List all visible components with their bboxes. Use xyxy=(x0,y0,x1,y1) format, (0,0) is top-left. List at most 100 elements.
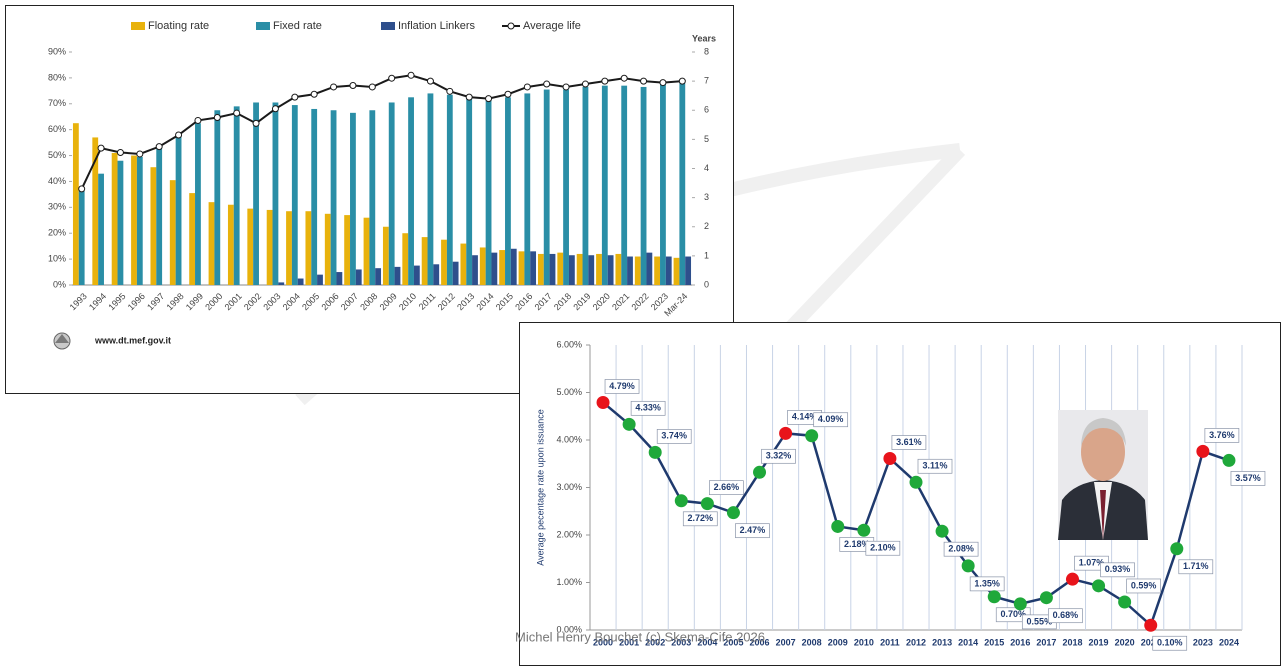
x-tick-label: 2021 xyxy=(1141,637,1161,647)
bar xyxy=(472,255,478,285)
bar xyxy=(491,252,498,285)
bar xyxy=(588,255,595,285)
y-tick-label: 0% xyxy=(53,279,66,289)
data-label-box xyxy=(891,435,927,450)
line-marker xyxy=(233,109,241,117)
data-label: 0.10% xyxy=(1157,638,1183,648)
bar xyxy=(272,102,279,285)
point xyxy=(1222,453,1236,467)
data-label-box xyxy=(630,400,666,416)
data-label: 3.32% xyxy=(766,451,792,461)
bar xyxy=(278,282,285,285)
bar xyxy=(549,253,556,285)
line-marker xyxy=(310,90,318,98)
data-label: 3.57% xyxy=(1235,473,1261,483)
chart-2: 0.00% 1.00% 2.00% 3.00% 4.00% 5.00% 6.00% Avera… xyxy=(535,339,1266,651)
line-marker xyxy=(562,83,570,91)
bar xyxy=(557,252,564,285)
y2-tick-label: 8 xyxy=(704,46,709,56)
x-tick-label: 2002 xyxy=(645,637,665,647)
data-label-box xyxy=(1204,428,1240,443)
line-marker xyxy=(465,93,473,101)
data-label: 4.14% xyxy=(792,412,818,422)
data-label: 2.18% xyxy=(844,539,870,549)
bar xyxy=(627,256,633,285)
bar xyxy=(537,253,544,285)
data-label: 3.11% xyxy=(922,461,947,471)
x-tick-label: 2012 xyxy=(906,637,926,647)
data-label: 2.10% xyxy=(870,543,896,553)
x-tick-label: 2008 xyxy=(802,637,822,647)
point xyxy=(622,417,636,431)
bar xyxy=(324,213,331,285)
x-tick-label: 2004 xyxy=(697,637,717,647)
data-label-box xyxy=(682,511,718,527)
line-marker xyxy=(601,77,609,85)
line-marker xyxy=(97,144,105,152)
data-label: 3.76% xyxy=(1209,430,1235,440)
legend-swatch xyxy=(256,22,270,30)
data-label: 4.09% xyxy=(818,414,844,424)
point xyxy=(987,590,1001,604)
legend-label: Average life xyxy=(523,20,581,32)
x-tick-label: 2001 xyxy=(619,637,639,647)
bar xyxy=(421,237,428,285)
photo-tie xyxy=(1100,490,1106,540)
data-label: 0.59% xyxy=(1131,580,1157,590)
y-axis-title: Average pecentage rate upon issuance xyxy=(535,409,545,565)
bar xyxy=(524,93,531,285)
y-tick-label: 60% xyxy=(48,124,66,134)
y2-tick-label: 4 xyxy=(704,163,709,173)
x-tick-label: 2003 xyxy=(671,637,691,647)
bar xyxy=(673,257,680,285)
y2-tick-label: 3 xyxy=(704,192,709,202)
point xyxy=(1144,618,1158,632)
line-marker xyxy=(388,74,396,82)
data-label: 1.07% xyxy=(1079,558,1105,568)
line-marker xyxy=(620,74,628,82)
point xyxy=(935,524,949,538)
line-marker xyxy=(349,81,357,89)
y-tick-label: 1.00% xyxy=(556,577,582,587)
x-tick-label: 2009 xyxy=(828,637,848,647)
x-tick-label: 2006 xyxy=(750,637,770,647)
y-tick-label: 10% xyxy=(48,253,66,263)
bar xyxy=(117,160,124,285)
data-label-box xyxy=(943,541,979,557)
x-tick-label: 2000 xyxy=(593,637,613,647)
point xyxy=(1196,444,1210,458)
data-label: 0.68% xyxy=(1053,610,1079,620)
bar xyxy=(510,248,517,285)
bar xyxy=(433,264,440,285)
x-tick-label: 2010 xyxy=(854,637,874,647)
bar xyxy=(485,98,492,285)
y2-tick-label: 1 xyxy=(704,250,709,260)
x-tick-label: 2018 xyxy=(1062,637,1082,647)
line-marker xyxy=(581,80,589,88)
bar xyxy=(227,204,234,285)
data-label-box xyxy=(1048,608,1083,624)
bar xyxy=(466,97,473,285)
y-tick-label: 30% xyxy=(48,202,66,212)
bar xyxy=(615,253,622,285)
y-tick-label: 3.00% xyxy=(556,482,582,492)
bar xyxy=(286,211,292,285)
bar xyxy=(156,147,163,285)
line-marker xyxy=(543,80,551,88)
bar xyxy=(576,253,583,285)
bar xyxy=(388,102,395,285)
bar xyxy=(479,247,486,285)
bar xyxy=(169,180,176,285)
chart-1: 0% 10% 20% 30% 40% 50% 60% 70% 80% 90% 0 1 2 3 4 5 6 7 8 Ye… xyxy=(48,20,716,318)
legend-label: Floating rate xyxy=(148,20,209,32)
data-label: 4.79% xyxy=(609,381,635,391)
bar xyxy=(646,252,653,285)
x-tick-label: 2017 xyxy=(1036,637,1056,647)
data-label: 4.33% xyxy=(635,403,661,413)
point xyxy=(1170,542,1184,556)
y-tick-label: 2.00% xyxy=(556,529,582,539)
y2-tick-label: 0 xyxy=(704,279,709,289)
data-label: 2.08% xyxy=(948,544,974,554)
data-label-box xyxy=(735,523,770,539)
